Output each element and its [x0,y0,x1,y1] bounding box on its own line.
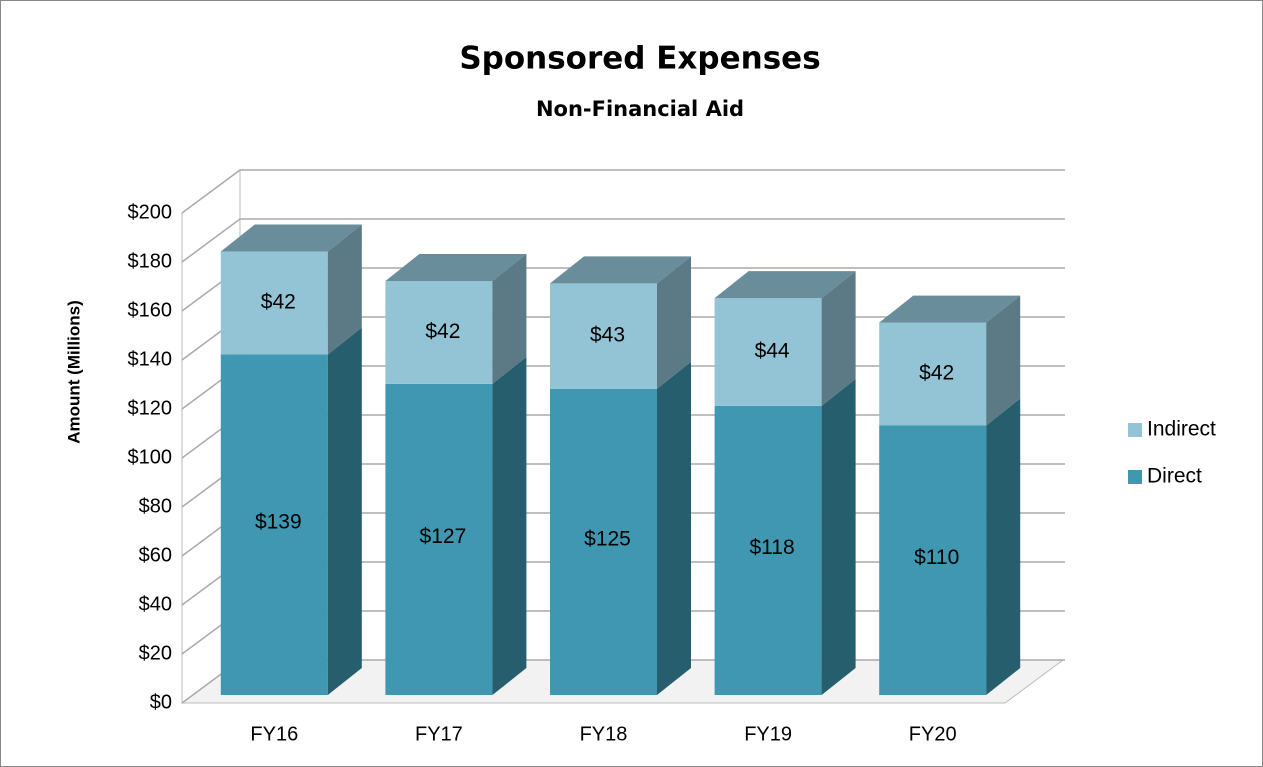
bar-front [714,298,822,406]
legend-swatch [1128,423,1142,437]
chart-subtitle: Non-Financial Aid [536,97,744,121]
bar-front [385,383,493,695]
value-label: $125 [584,527,631,550]
bar-segment [550,256,691,389]
y-tick-label: $160 [128,299,173,321]
value-label: $42 [919,362,954,385]
bar-side [657,361,691,695]
y-tick-label: $140 [128,348,173,370]
bar-side [821,271,856,406]
bar-segment [220,327,362,695]
bar-front [220,251,328,355]
bar-front [385,280,493,384]
x-tick-label: FY17 [415,723,463,745]
y-tick-label: $100 [128,446,173,468]
bar-side [492,253,527,384]
bar-top [714,271,856,299]
bar-segment [714,271,856,406]
y-tick-label: $120 [128,397,173,419]
value-label: $44 [755,340,790,363]
bar-segment [714,378,856,695]
y-axis-label: Amount (Millions) [64,300,83,444]
bar-side [657,256,691,389]
chart-title: Sponsored Expenses [459,41,820,77]
grid-line [181,169,1065,214]
x-tick-label: FY20 [909,723,957,745]
x-tick-label: FY18 [580,723,628,745]
bar-segment [220,224,362,355]
bar-side [821,378,856,695]
y-tick-label: $80 [139,495,172,517]
bar-front [550,283,657,389]
bar-segment [879,398,1021,695]
bar-side [986,398,1021,695]
value-label: $43 [590,324,625,347]
bar-front [550,388,657,695]
value-label: $118 [750,536,795,559]
bar-segment [385,253,527,384]
y-tick-label: $20 [139,642,172,664]
bar-top [220,224,362,252]
legend-label: Direct [1147,465,1202,488]
x-tick-label: FY19 [744,723,792,745]
bar-top [879,295,1021,323]
bar-front [714,405,822,695]
bar-top [550,256,691,284]
value-label: $42 [425,320,460,343]
y-tick-label: $60 [139,544,172,566]
value-label: $127 [420,525,467,548]
bar-segment [550,361,691,695]
value-label: $42 [261,291,296,314]
bar-segment [879,295,1021,426]
grid-line [181,218,1065,263]
bar-side [327,224,362,355]
bar-front [879,425,987,695]
bar-segment [385,356,527,695]
x-tick-label: FY16 [250,723,298,745]
legend-swatch [1128,470,1142,484]
bar-front [879,322,987,426]
bar-front [220,354,328,695]
bar-top [385,253,527,281]
bar-side [986,295,1021,426]
bar-side [327,327,362,695]
bar-side [492,356,527,695]
y-tick-label: $0 [150,691,172,713]
y-tick-label: $40 [139,593,172,615]
value-label: $110 [914,546,959,569]
y-tick-label: $200 [128,201,173,223]
legend-label: Indirect [1147,418,1216,441]
y-tick-label: $180 [128,250,173,272]
value-label: $139 [255,510,302,533]
